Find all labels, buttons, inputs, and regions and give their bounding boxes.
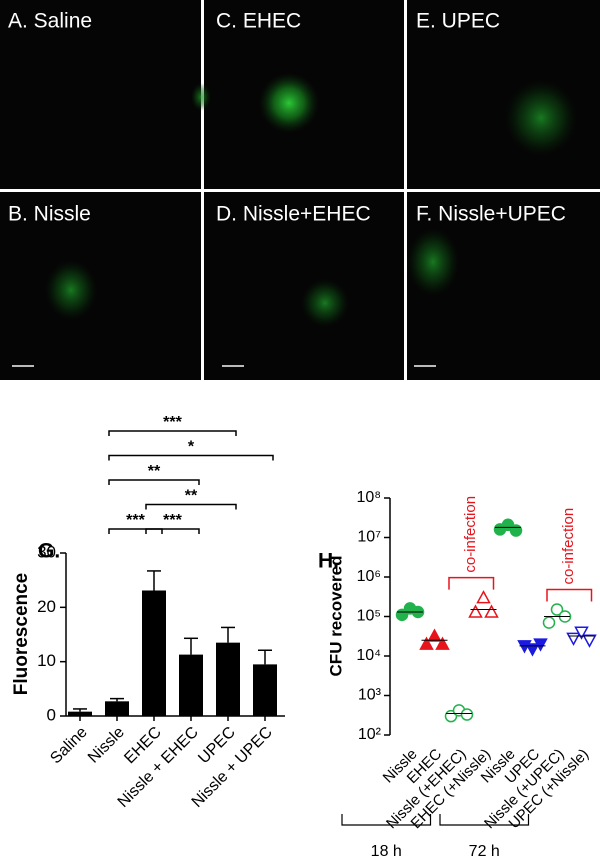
y-tick-label: 10⁶ <box>357 568 381 585</box>
point <box>484 604 499 618</box>
micrograph-b <box>0 192 201 380</box>
x-tick-label: Nissle <box>85 724 128 767</box>
significance-bracket <box>145 528 200 534</box>
panel-label: D. Nissle+EHEC <box>216 203 371 226</box>
point <box>550 603 564 616</box>
significance-label: *** <box>126 512 145 529</box>
bar <box>68 711 92 716</box>
significance-bracket <box>108 479 200 485</box>
glow <box>191 83 211 111</box>
significance-label: ** <box>185 488 198 505</box>
y-tick-label: 10⁴ <box>356 647 381 664</box>
glow <box>259 73 319 133</box>
period-bracket <box>439 814 530 826</box>
bar <box>216 642 240 716</box>
point <box>574 626 589 640</box>
bar <box>105 701 129 716</box>
panel-title: H. <box>318 550 339 573</box>
co-infection-bracket <box>546 588 593 602</box>
x-tick-label: Saline <box>47 724 91 768</box>
y-axis-title: Fluorescence <box>11 573 32 696</box>
point <box>533 638 548 652</box>
glow <box>45 260 97 320</box>
point <box>435 636 450 650</box>
point <box>542 616 556 629</box>
y-tick-label: 10 <box>37 651 56 670</box>
glow <box>505 80 577 156</box>
panel-label: A. Saline <box>8 10 92 33</box>
point <box>419 636 434 650</box>
significance-bracket <box>108 528 163 534</box>
panel-label: C. EHEC <box>216 10 301 33</box>
significance-label: *** <box>163 512 182 529</box>
point <box>468 604 483 618</box>
period-label: 18 h <box>371 843 402 860</box>
y-tick-label: 10³ <box>358 687 382 704</box>
significance-label: *** <box>163 414 182 431</box>
y-tick-label: 10² <box>358 726 382 743</box>
y-tick-label: 10⁸ <box>356 489 381 506</box>
panel-title: G. <box>38 540 60 563</box>
co-infection-label: co-infection <box>560 508 577 585</box>
y-axis-title: CFU recovered <box>326 556 345 677</box>
micrographs: A. Saline C. EHEC E. UPEC B. Nissle D. N… <box>0 0 600 380</box>
point <box>460 708 474 721</box>
period-label: 72 h <box>469 843 500 860</box>
panel-label: B. Nissle <box>8 203 91 226</box>
point <box>566 632 581 646</box>
significance-label: * <box>188 439 195 456</box>
co-infection-bracket <box>448 576 495 590</box>
bar <box>142 590 166 716</box>
co-infection-label: co-infection <box>462 496 479 573</box>
period-bracket <box>341 814 432 826</box>
point <box>427 628 442 642</box>
significance-bracket <box>108 454 274 461</box>
glow <box>301 279 349 327</box>
point <box>582 634 597 648</box>
significance-bracket <box>108 430 237 436</box>
y-tick-label: 0 <box>47 705 56 724</box>
y-tick-label: 30 <box>37 542 56 561</box>
y-tick-label: 10⁷ <box>357 529 381 546</box>
bar <box>253 664 277 716</box>
significance-bracket <box>145 503 237 510</box>
bar <box>179 654 203 716</box>
point <box>525 643 540 657</box>
point <box>509 524 523 537</box>
y-tick-label: 10⁵ <box>357 608 381 625</box>
panel-label: F. Nissle+UPEC <box>416 203 566 226</box>
micrograph-a <box>0 0 201 189</box>
significance-label: ** <box>148 463 161 480</box>
micrograph-d <box>204 192 404 380</box>
panel-label: E. UPEC <box>416 10 500 33</box>
glow <box>407 228 459 296</box>
point <box>476 590 491 604</box>
y-tick-label: 20 <box>37 597 56 616</box>
